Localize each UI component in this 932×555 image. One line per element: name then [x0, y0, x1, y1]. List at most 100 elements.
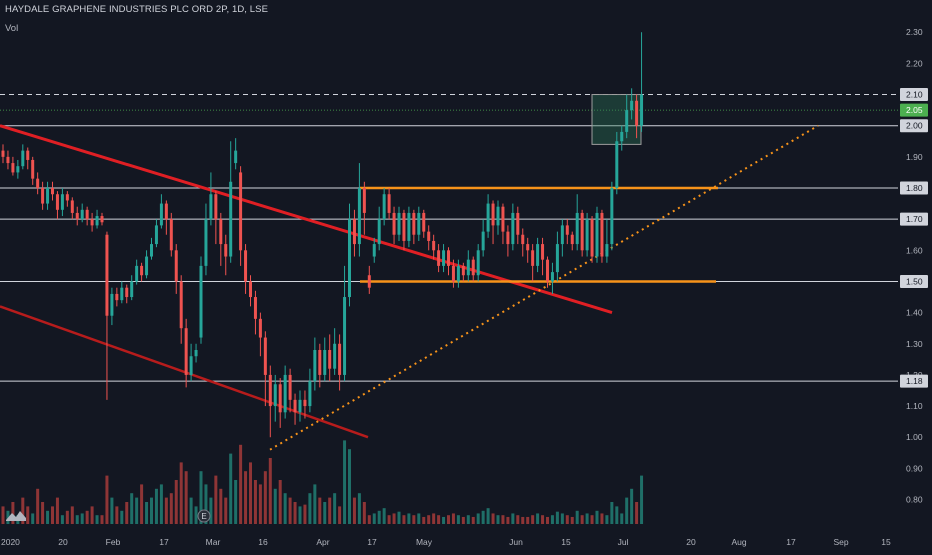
candle-down: [303, 399, 307, 407]
volume-bar: [179, 462, 183, 524]
candle-down: [85, 209, 89, 220]
volume-bar: [318, 497, 322, 524]
candle-up: [204, 219, 208, 266]
volume-bar: [80, 513, 84, 524]
volume-bar: [546, 516, 549, 524]
level-price-tag: [900, 274, 928, 288]
volume-bar: [150, 497, 153, 524]
level-price-label: 1.70: [906, 214, 923, 224]
candle-up: [283, 374, 287, 413]
volume-bar: [125, 502, 129, 524]
volume-bar: [640, 475, 644, 524]
candle-up: [308, 381, 312, 407]
tradingview-logo-icon[interactable]: [4, 503, 28, 527]
candle-up: [585, 219, 589, 251]
price-tick-label: 2.20: [906, 58, 923, 68]
volume-bar: [110, 497, 114, 524]
volume-bar: [402, 515, 406, 524]
candle-down: [521, 234, 525, 245]
lower-channel-line[interactable]: [0, 305, 369, 439]
candle-down: [352, 219, 356, 245]
candle-down: [338, 343, 342, 375]
rising-support-line[interactable]: [269, 124, 819, 451]
volume-bar: [447, 515, 450, 524]
volume-bar: [526, 516, 530, 524]
candle-up: [234, 150, 238, 164]
current-price-tag: [900, 103, 928, 117]
candle-down: [526, 244, 530, 251]
time-tick-label: 20: [686, 537, 696, 547]
candle-up: [536, 244, 540, 266]
candle-up: [397, 212, 401, 235]
earnings-event-icon[interactable]: E: [197, 509, 211, 523]
volume-bar: [95, 515, 99, 524]
volume-bar: [36, 488, 40, 524]
volume-bar: [575, 510, 579, 524]
candle-up: [486, 203, 490, 232]
volume-bar: [565, 515, 569, 524]
level-price-tag: [900, 119, 928, 133]
volume-bar: [55, 497, 59, 524]
volume-bar: [432, 513, 436, 524]
candle-up: [298, 399, 302, 413]
candle-up: [442, 250, 446, 266]
candle-up: [456, 265, 460, 282]
volume-bar: [41, 502, 45, 524]
candle-up: [417, 212, 421, 235]
volume-bar: [476, 513, 480, 524]
volume-bar: [145, 502, 149, 524]
candle-up: [130, 281, 134, 298]
candle-up: [605, 244, 609, 257]
volume-bar: [234, 480, 238, 524]
price-axis: 2.302.201.901.601.401.301.201.101.000.90…: [898, 0, 932, 534]
volume-bar: [189, 497, 193, 524]
volume-bar: [412, 515, 416, 524]
volume-bar: [6, 510, 10, 524]
volume-bar: [140, 484, 144, 524]
volume-bar: [348, 449, 351, 524]
volume-bar: [159, 484, 163, 524]
volume-bar: [169, 493, 173, 524]
volume-bar: [194, 506, 198, 524]
candle-down: [258, 318, 262, 338]
volume-bar: [65, 510, 69, 524]
candle-up: [496, 206, 500, 226]
candle-up: [625, 110, 629, 132]
volume-bar: [214, 475, 218, 524]
candle-down: [179, 281, 183, 329]
candle-down: [268, 374, 272, 407]
volume-bar: [501, 515, 505, 524]
candle-down: [244, 250, 248, 282]
volume-bar: [288, 497, 292, 524]
candle-up: [357, 188, 361, 245]
volume-bar: [164, 497, 168, 524]
volume-bar: [135, 497, 139, 524]
candle-down: [184, 328, 188, 375]
level-price-tag: [900, 88, 928, 102]
volume-bar: [456, 515, 460, 524]
candle-up: [80, 209, 84, 220]
volume-bar: [491, 513, 495, 524]
volume-bar: [560, 513, 564, 524]
volume-bar: [323, 502, 327, 524]
volume-bar: [85, 510, 89, 524]
candle-up: [620, 131, 624, 142]
candle-up: [630, 100, 634, 111]
level-price-label: 1.18: [906, 376, 923, 386]
candle-down: [70, 200, 74, 213]
candle-down: [278, 384, 282, 413]
candle-down: [140, 265, 144, 276]
candle-up: [154, 225, 158, 245]
volume-bar: [60, 515, 64, 524]
volume-bar: [362, 502, 366, 524]
time-tick-label: 17: [367, 537, 377, 547]
volume-bar: [521, 516, 525, 524]
volume-bar: [615, 506, 619, 524]
volume-bar: [244, 471, 248, 524]
candle-down: [362, 188, 366, 213]
candle-down: [531, 250, 535, 266]
volume-bar: [531, 515, 535, 524]
candle-down: [219, 219, 223, 245]
